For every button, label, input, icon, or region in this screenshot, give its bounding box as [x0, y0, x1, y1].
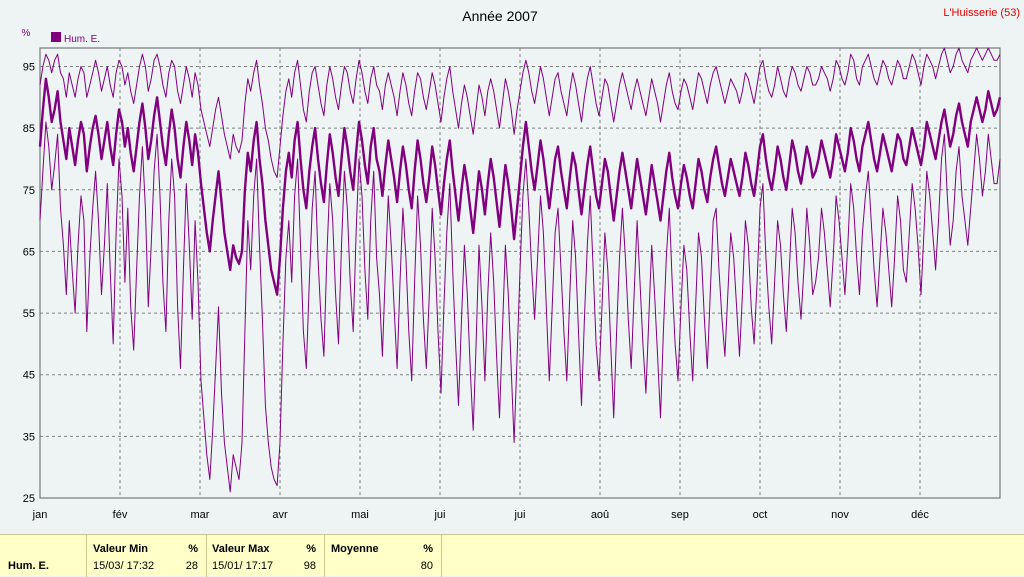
avg-value: 80: [420, 560, 433, 572]
y-axis-unit: %: [22, 28, 31, 39]
max-date: 15/01/ 17:17: [212, 560, 274, 572]
chart-title: Année 2007: [462, 8, 538, 24]
footer-series-cell: Hum. E.: [0, 535, 87, 577]
x-tick-label: sep: [671, 509, 689, 521]
footer-series-label: Hum. E.: [8, 560, 49, 572]
x-tick-label: jui: [513, 509, 525, 521]
min-unit: %: [188, 543, 198, 555]
y-tick-label: 25: [23, 493, 35, 505]
footer-max-cell: Valeur Max % 15/01/ 17:17 98: [207, 535, 325, 577]
series-line-daily-max: [39, 47, 1001, 178]
y-tick-label: 65: [23, 246, 35, 258]
grid: [40, 48, 1000, 498]
x-tick-label: jui: [433, 509, 445, 521]
stats-footer: Hum. E. Valeur Min % 15/03/ 17:32 28 Val…: [0, 534, 1024, 577]
y-tick-label: 35: [23, 431, 35, 443]
y-tick-label: 45: [23, 370, 35, 382]
max-value: 98: [303, 560, 316, 572]
x-tick-label: mai: [351, 509, 369, 521]
series-line-daily-min: [39, 121, 1001, 493]
series-line-daily-mean: [38, 77, 1002, 296]
footer-min-cell: Valeur Min % 15/03/ 17:32 28: [87, 535, 207, 577]
x-tick-label: nov: [831, 509, 849, 521]
max-unit: %: [306, 543, 316, 555]
min-value: 28: [185, 560, 198, 572]
series-group: [38, 47, 1002, 493]
y-tick-label: 75: [23, 185, 35, 197]
legend-label: Hum. E.: [64, 34, 100, 45]
x-tick-label: avr: [272, 509, 288, 521]
y-tick-label: 95: [23, 61, 35, 73]
x-tick-label: aoû: [591, 509, 609, 521]
legend-swatch: [51, 32, 61, 42]
x-tick-label: fév: [113, 509, 128, 521]
min-date: 15/03/ 17:32: [93, 560, 155, 572]
avg-unit: %: [423, 543, 433, 555]
footer-avg-cell: Moyenne % 80: [325, 535, 442, 577]
x-tick-label: jan: [32, 509, 48, 521]
y-tick-label: 85: [23, 123, 35, 135]
min-header: Valeur Min: [93, 543, 149, 555]
y-tick-label: 55: [23, 308, 35, 320]
location-label: L'Huisserie (53): [943, 7, 1020, 19]
avg-header: Moyenne: [331, 543, 379, 555]
x-tick-label: mar: [191, 509, 210, 521]
max-header: Valeur Max: [212, 543, 270, 555]
x-tick-label: oct: [753, 509, 768, 521]
humidity-chart: Année 2007 L'Huisserie (53) % Hum. E. 25…: [22, 7, 1020, 521]
axes: 25 35 45 55 65 75 85 95 jan fév mar avr mai jui jui aoû…: [23, 61, 930, 521]
x-tick-label: déc: [911, 509, 929, 521]
